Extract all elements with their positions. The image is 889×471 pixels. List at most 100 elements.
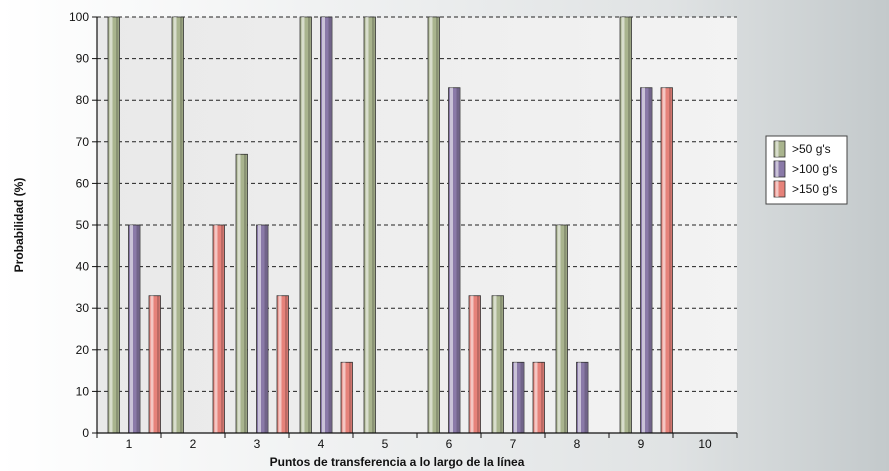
bar-highlight: [130, 225, 133, 433]
y-tick-label: 80: [76, 93, 90, 107]
bar-highlight: [662, 87, 666, 433]
bar-shade: [180, 17, 183, 433]
y-tick-label: 70: [76, 135, 90, 149]
bar-shade: [116, 17, 119, 433]
x-tick-label: 2: [190, 437, 197, 451]
bar-highlight: [621, 17, 625, 433]
legend-label: >150 g's: [792, 182, 837, 196]
bar: [555, 224, 568, 434]
x-tick-label: 3: [254, 437, 261, 451]
bar: [148, 295, 161, 434]
bar: [128, 224, 141, 434]
bar-highlight: [214, 225, 218, 433]
bar: [660, 87, 673, 434]
x-tick-label: 4: [318, 437, 325, 451]
y-tick-label: 10: [76, 384, 90, 398]
y-tick-label: 50: [76, 218, 90, 232]
bar: [276, 295, 289, 434]
bar: [363, 16, 376, 434]
bar-shade: [669, 87, 672, 433]
bar-shade: [136, 225, 139, 433]
bar: [532, 361, 545, 434]
y-tick-label: 30: [76, 301, 90, 315]
bar: [299, 16, 312, 434]
bar-shade: [456, 87, 459, 433]
bar: [427, 16, 440, 434]
bar: [491, 295, 504, 434]
bar-shade: [520, 362, 523, 433]
bar: [448, 87, 461, 434]
legend-swatch: [773, 160, 786, 178]
bar-highlight: [514, 362, 517, 433]
bar: [107, 16, 120, 434]
bar-highlight: [278, 295, 282, 433]
bar: [340, 361, 353, 434]
bar-shade: [372, 17, 375, 433]
bar: [256, 224, 269, 434]
bar-shade: [264, 225, 267, 433]
bar: [576, 361, 589, 434]
bar-shade: [328, 17, 331, 433]
y-tick-label: 40: [76, 260, 90, 274]
bar: [619, 16, 632, 434]
bar-shade: [541, 362, 544, 433]
legend-label: >100 g's: [792, 162, 837, 176]
legend-swatch: [773, 140, 786, 158]
legend-item: >100 g's: [773, 160, 837, 178]
y-tick-label: 60: [76, 176, 90, 190]
x-tick-label: 10: [698, 437, 712, 451]
y-tick-labels: 0 10 20 30 40 50 60 70 80 90 100: [69, 10, 89, 440]
bar-shade: [628, 17, 631, 433]
bar-highlight: [342, 362, 346, 433]
legend: >50 g's >100 g's >150 g's: [765, 135, 848, 205]
bar-highlight: [301, 17, 305, 433]
axes: [92, 16, 738, 438]
x-axis-title: Puntos de transferencia a lo largo de la…: [270, 455, 525, 469]
bar-highlight: [150, 295, 154, 433]
bar-shade: [648, 87, 651, 433]
legend-item: >50 g's: [773, 140, 831, 158]
bar: [212, 224, 225, 434]
bar-shade: [349, 362, 352, 433]
x-tick-label: 8: [574, 437, 581, 451]
bar: [640, 87, 653, 434]
bar: [512, 361, 525, 434]
x-tick-label: 1: [126, 437, 133, 451]
x-tick-labels: 1 2 3 4 5 6 7 8 9 10: [126, 437, 712, 451]
bar-highlight: [557, 225, 561, 433]
bar-highlight: [258, 225, 261, 433]
bar: [468, 295, 481, 434]
bar-highlight: [493, 295, 497, 433]
bar-highlight: [429, 17, 433, 433]
bar-shade: [500, 295, 503, 433]
legend-swatch: [773, 180, 786, 198]
x-tick-label: 5: [382, 437, 389, 451]
bar-highlight: [173, 17, 177, 433]
y-tick-label: 0: [82, 426, 89, 440]
y-axis-title: Probabilidad (%): [12, 178, 26, 273]
y-tick-label: 100: [69, 10, 89, 24]
y-tick-label: 20: [76, 343, 90, 357]
x-tick-label: 9: [638, 437, 645, 451]
bar: [320, 16, 333, 434]
bar-highlight: [365, 17, 369, 433]
legend-label: >50 g's: [792, 142, 831, 156]
bar-shade: [157, 295, 160, 433]
bars: [107, 16, 673, 434]
x-tick-label: 7: [510, 437, 517, 451]
bar-highlight: [470, 295, 474, 433]
legend-swatch-highlight: [775, 161, 779, 177]
y-tick-label: 90: [76, 52, 90, 66]
bar-highlight: [642, 87, 645, 433]
bar-highlight: [109, 17, 113, 433]
bar-highlight: [322, 17, 325, 433]
bar-shade: [244, 154, 247, 433]
legend-swatch-highlight: [775, 181, 779, 197]
bar-shade: [436, 17, 439, 433]
legend-swatch-highlight: [775, 141, 779, 157]
bar-shade: [477, 295, 480, 433]
bar-highlight: [534, 362, 538, 433]
bar: [235, 153, 248, 434]
